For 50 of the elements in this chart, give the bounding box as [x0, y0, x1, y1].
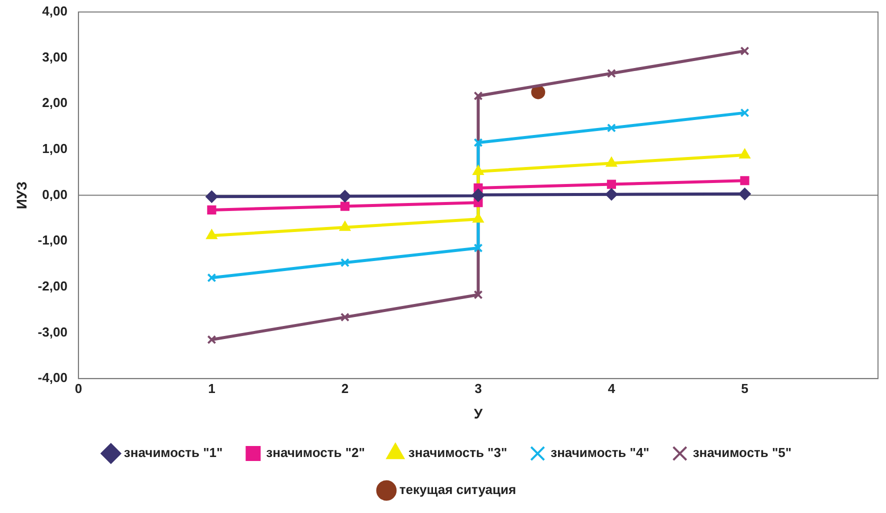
x-tick-label: 1 — [208, 380, 216, 396]
y-tick-label: 1,00 — [42, 141, 68, 156]
y-tick-label: -4,00 — [38, 370, 68, 386]
x-tick-label: 2 — [341, 380, 349, 396]
point — [206, 230, 218, 240]
point — [340, 202, 350, 211]
point — [472, 165, 484, 175]
legend-label: значимость "1" — [124, 445, 223, 460]
legend-label: значимость "3" — [408, 445, 508, 460]
point — [207, 205, 216, 214]
point — [474, 243, 483, 253]
point — [207, 335, 216, 344]
point — [206, 190, 218, 203]
legend-label: значимость "4" — [550, 445, 650, 460]
point — [474, 91, 483, 100]
y-tick-label: -1,00 — [38, 232, 68, 248]
legend-label: значимость "2" — [266, 445, 365, 460]
y-tick-label: 0,00 — [42, 186, 68, 202]
x-tick-label: 0 — [74, 380, 82, 396]
point — [531, 85, 546, 100]
x-tick-label: 3 — [474, 380, 482, 396]
point — [740, 46, 750, 56]
y-tick-label: -2,00 — [38, 278, 68, 294]
point — [474, 290, 483, 300]
point — [740, 108, 750, 118]
point — [606, 157, 617, 167]
point — [606, 68, 616, 78]
point — [207, 273, 216, 282]
point — [338, 190, 351, 202]
y-tick-label: 4,00 — [42, 4, 68, 19]
point — [605, 188, 618, 200]
point — [340, 312, 350, 322]
point — [606, 180, 616, 189]
point — [474, 138, 483, 148]
legend-label: текущая ситуация — [399, 482, 516, 498]
point — [738, 188, 751, 200]
y-tick-label: 2,00 — [42, 95, 68, 110]
y-axis-title: ИУЗ — [13, 181, 30, 210]
point — [740, 176, 750, 186]
y-tick-label: 3,00 — [42, 49, 68, 64]
point — [340, 221, 350, 231]
x-tick-label: 4 — [608, 380, 616, 396]
x-axis-title: У — [474, 405, 483, 422]
point — [606, 123, 616, 132]
y-tick-label: -3,00 — [38, 324, 68, 340]
point — [739, 148, 750, 158]
legend-label: значимость "5" — [692, 445, 792, 460]
x-tick-label: 5 — [741, 380, 748, 396]
point — [340, 258, 350, 268]
point — [472, 213, 484, 223]
